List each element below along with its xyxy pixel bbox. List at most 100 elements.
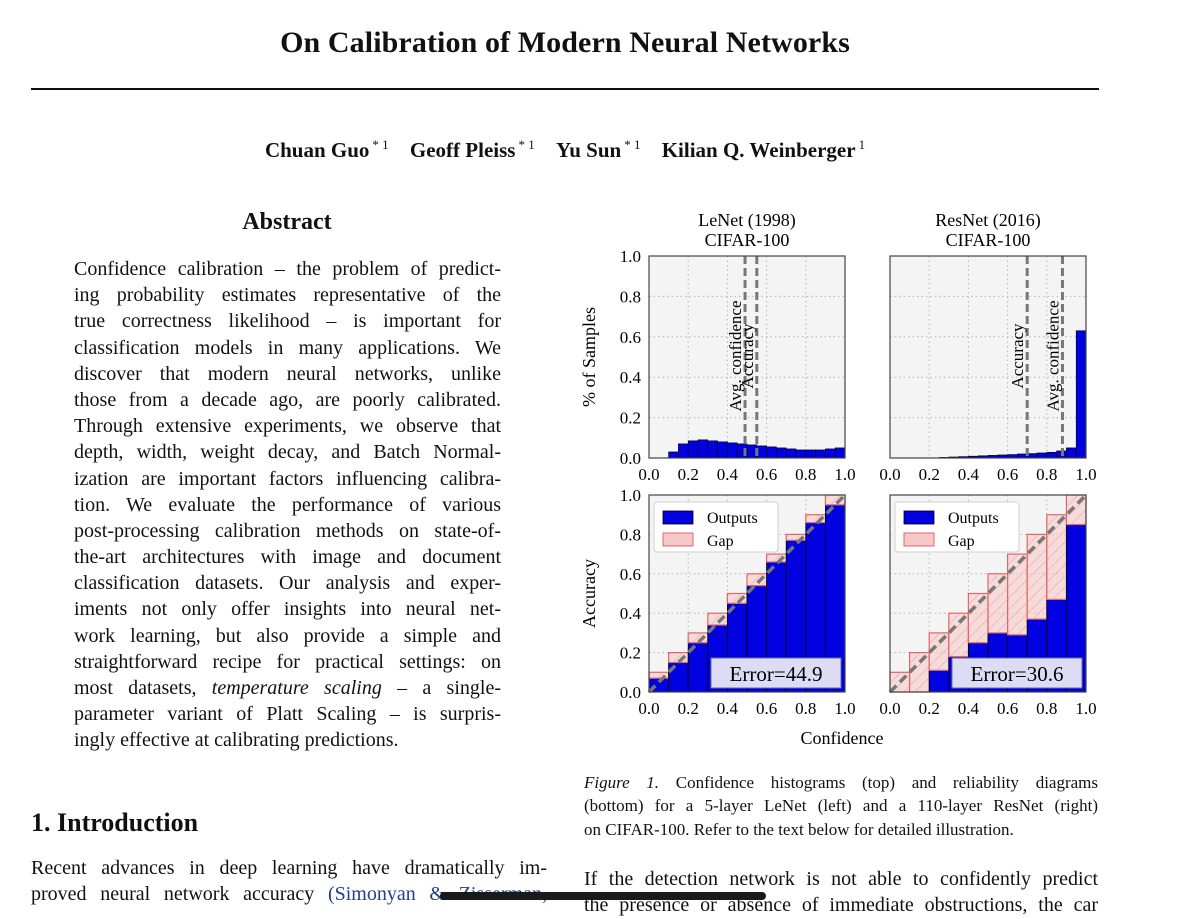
author-name: Chuan Guo (264, 138, 370, 162)
histogram-bar (825, 448, 836, 459)
caption-line: (bottom) for a 5-layer LeNet (left) and … (584, 796, 1098, 816)
abstract-line: tion. We evaluate the performance of var… (74, 493, 501, 516)
gap-hatch (688, 632, 708, 643)
author-affil: 1 (858, 137, 866, 152)
author-name: Yu Sun (555, 138, 622, 162)
abstract-line: parameter variant of Platt Scaling – is … (74, 703, 501, 726)
abstract-line: classification datasets. Our analysis an… (74, 572, 501, 595)
abstract-line: straightforward recipe for practical set… (74, 650, 501, 673)
caption-text: Confidence histograms (top) and reliabil… (659, 773, 1099, 792)
gap-hatch (948, 613, 969, 657)
x-tick-label: 0.2 (678, 699, 699, 718)
histogram-bar (766, 446, 777, 459)
plot-frame (889, 255, 1087, 459)
reference-line-label: Avg. confidence (726, 300, 745, 411)
histogram-bar (1046, 452, 1057, 459)
abstract-line: the-art architectures with image and doc… (74, 546, 501, 569)
abstract-text: most datasets, (74, 677, 212, 699)
legend-label-gap: Gap (707, 533, 734, 550)
legend-label-outputs: Outputs (948, 510, 999, 527)
x-tick-label: 0.0 (638, 465, 659, 484)
gap-hatch (766, 554, 787, 562)
legend-label-outputs: Outputs (707, 510, 758, 527)
histogram-bar (668, 451, 679, 459)
error-annotation-box (951, 657, 1083, 689)
y-tick-label: 0.2 (620, 644, 641, 663)
author-affil: * 1 (372, 137, 389, 152)
x-tick-label: 0.4 (958, 699, 980, 718)
error-annotation: Error=30.6 (971, 662, 1064, 686)
x-tick-label: 0.8 (1036, 699, 1057, 718)
x-tick-label: 0.0 (638, 699, 659, 718)
plot-frame (648, 494, 846, 693)
legend-swatch-outputs (662, 510, 694, 525)
body-line: If the detection network is not able to … (584, 868, 1098, 890)
gap-hatch (668, 652, 689, 663)
abstract-line: Through extensive experiments, we observ… (74, 415, 501, 438)
gap-hatch (727, 593, 747, 604)
author-2: Geoff Pleiss * 1 (409, 137, 535, 162)
gap-hatch (988, 573, 1008, 633)
abstract-line: true correctness likelihood – is importa… (74, 310, 501, 333)
abstract-line: most datasets, temperature scaling – a s… (74, 675, 501, 701)
histogram-bar (815, 449, 826, 459)
abstract-line: ing probability estimates representative… (74, 284, 501, 307)
abstract-heading: Abstract (242, 209, 332, 235)
histogram-bar (1075, 330, 1087, 459)
caption-line: on CIFAR-100. Refer to the text below fo… (584, 819, 1014, 839)
x-tick-label: 0.8 (1036, 465, 1057, 484)
author-4: Kilian Q. Weinberger 1 (661, 137, 866, 162)
histogram-bar (776, 447, 787, 459)
abstract-line: Confidence calibration – the problem of … (74, 258, 501, 280)
x-tick-label: 0.6 (997, 465, 1018, 484)
section-heading-introduction: 1. Introduction (31, 808, 199, 837)
x-tick-label: 0.4 (958, 465, 980, 484)
y-tick-label: 0.0 (620, 449, 641, 468)
histogram-bar (727, 442, 738, 459)
author-name: Geoff Pleiss (409, 138, 516, 162)
y-tick-label: 0.8 (620, 287, 641, 306)
scroll-indicator[interactable] (440, 892, 766, 900)
legend-swatch-outputs (903, 510, 935, 525)
plot-frame (889, 494, 1087, 693)
gap-hatch (649, 672, 669, 679)
histogram-bar (795, 449, 807, 459)
y-axis-label: Accuracy (579, 559, 599, 628)
author-name: Kilian Q. Weinberger (661, 138, 856, 162)
x-tick-label: 0.2 (919, 699, 940, 718)
x-tick-label: 0.8 (795, 465, 816, 484)
gap-hatch (747, 573, 767, 586)
plot-area (649, 256, 845, 458)
histogram-bar (785, 448, 797, 459)
outputs-bar (928, 669, 950, 693)
x-tick-label: 0.6 (997, 699, 1018, 718)
plot-area (890, 256, 1086, 458)
histogram-bar (678, 443, 689, 459)
abstract-line: those from a decade ago, are poorly cali… (74, 388, 501, 411)
histogram-bar (697, 439, 709, 459)
gap-hatch (825, 495, 845, 505)
title-rule (31, 88, 1099, 90)
histogram-bar (717, 441, 728, 459)
y-tick-label: 0.6 (620, 328, 641, 347)
x-tick-label: 0.8 (795, 699, 816, 718)
intro-text: proved neural network accuracy (31, 883, 328, 906)
perfect-calibration-line (647, 493, 847, 694)
figure-caption: Figure 1. Confidence histograms (top) an… (584, 771, 1098, 841)
reference-line-label: Accuracy (1008, 323, 1027, 389)
gap-hatch (909, 652, 930, 692)
x-tick-label: 0.4 (717, 699, 739, 718)
x-tick-label: 1.0 (834, 699, 855, 718)
histogram-bar (1036, 452, 1048, 459)
y-tick-label: 0.4 (620, 604, 642, 623)
abstract-line: ization are important factors influencin… (74, 467, 501, 490)
chart-title: LeNet (1998) (698, 210, 795, 231)
gap-hatch (1007, 554, 1028, 635)
x-tick-label: 0.0 (879, 465, 900, 484)
author-affil: * 1 (624, 137, 641, 152)
y-tick-label: 1.0 (620, 486, 641, 505)
y-tick-label: 1.0 (620, 247, 641, 266)
gap-hatch (1046, 514, 1067, 600)
y-tick-label: 0.8 (620, 525, 641, 544)
x-axis-label: Confidence (801, 728, 884, 748)
